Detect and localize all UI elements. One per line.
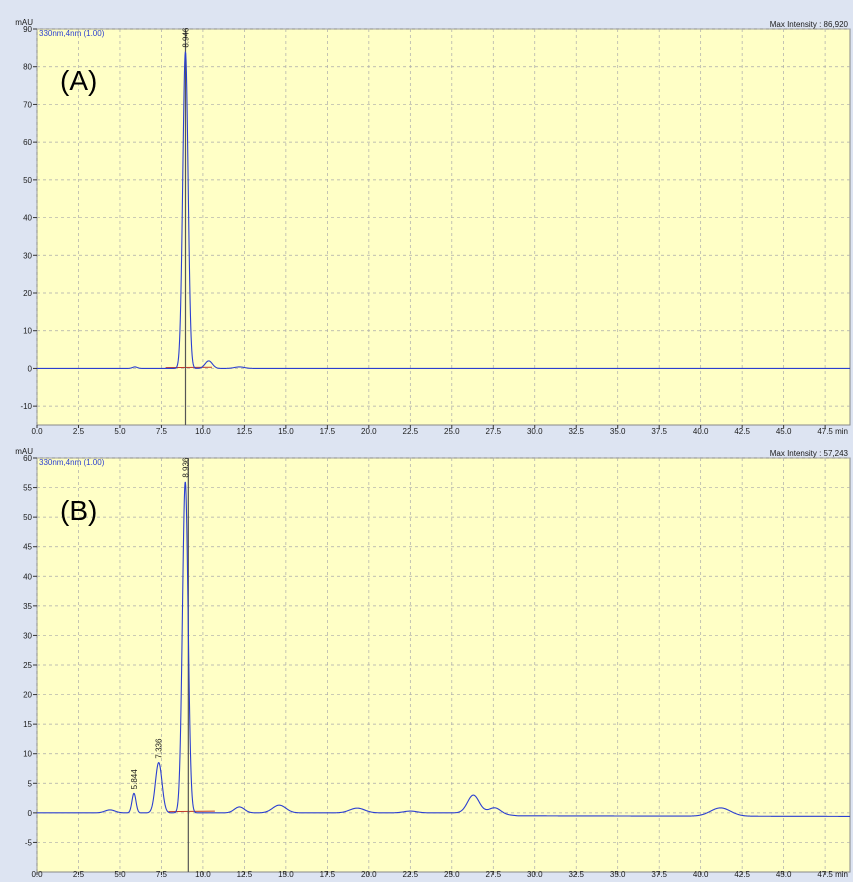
x-tick-label: 15.0 — [278, 870, 294, 877]
y-tick-label: 50 — [23, 176, 32, 185]
x-tick-label: 22.5 — [403, 427, 419, 436]
channel-label: 330nm,4nm (1.00) — [39, 458, 105, 467]
y-tick-label: 60 — [23, 138, 32, 147]
y-tick-label: 0 — [28, 809, 33, 818]
y-tick-label: 45 — [23, 543, 32, 552]
x-tick-label: 45.0 — [776, 870, 792, 877]
y-tick-label: -10 — [20, 402, 32, 411]
y-tick-label: 5 — [28, 779, 33, 788]
x-tick-label: 20.0 — [361, 427, 377, 436]
y-tick-label: 50 — [23, 513, 32, 522]
y-tick-label: 20 — [23, 691, 32, 700]
x-tick-label: 12.5 — [237, 427, 253, 436]
x-tick-label: 27.5 — [485, 427, 501, 436]
peak-label: 5.844 — [130, 769, 139, 790]
x-tick-label: 20.0 — [361, 870, 377, 877]
x-tick-label: 5.0 — [114, 427, 126, 436]
plot-area — [37, 29, 850, 425]
y-tick-label: 20 — [23, 289, 32, 298]
x-tick-label: 32.5 — [568, 427, 584, 436]
x-tick-label: 25.0 — [444, 427, 460, 436]
x-tick-label: 37.5 — [651, 427, 667, 436]
x-axis-label: min — [835, 427, 848, 436]
x-axis-label: min — [835, 870, 848, 877]
y-axis-label: mAU — [15, 18, 33, 27]
y-tick-label: 40 — [23, 572, 32, 581]
y-tick-label: 15 — [23, 720, 32, 729]
x-tick-label: 40.0 — [693, 427, 709, 436]
x-tick-label: 10.0 — [195, 870, 211, 877]
x-tick-label: 30.0 — [527, 427, 543, 436]
y-tick-label: 25 — [23, 661, 32, 670]
x-tick-label: 12.5 — [237, 870, 253, 877]
x-tick-label: 17.5 — [320, 427, 336, 436]
y-tick-label: 30 — [23, 251, 32, 260]
x-tick-label: 47.5 — [817, 427, 833, 436]
x-tick-label: 2.5 — [73, 870, 85, 877]
panel-label: (A) — [60, 65, 97, 96]
x-tick-label: 30.0 — [527, 870, 543, 877]
peak-label: 8.946 — [181, 27, 190, 48]
y-tick-label: 55 — [23, 484, 32, 493]
y-tick-label: 10 — [23, 327, 32, 336]
x-tick-label: 32.5 — [568, 870, 584, 877]
y-tick-label: 30 — [23, 631, 32, 640]
x-tick-label: 40.0 — [693, 870, 709, 877]
x-tick-label: 25.0 — [444, 870, 460, 877]
y-tick-label: 35 — [23, 602, 32, 611]
x-tick-label: 2.5 — [73, 427, 85, 436]
x-tick-label: 5.0 — [114, 870, 126, 877]
max-intensity-label: Max Intensity : 57,243 — [770, 449, 849, 458]
y-tick-label: -5 — [25, 838, 33, 847]
channel-label: 330nm,4nm (1.00) — [39, 29, 105, 38]
max-intensity-label: Max Intensity : 86,920 — [770, 20, 849, 29]
panel-label: (B) — [60, 495, 97, 526]
x-tick-label: 47.5 — [817, 870, 833, 877]
y-tick-label: 0 — [28, 364, 33, 373]
x-tick-label: 0.0 — [31, 427, 43, 436]
x-tick-label: 35.0 — [610, 427, 626, 436]
x-tick-label: 37.5 — [651, 870, 667, 877]
x-tick-label: 17.5 — [320, 870, 336, 877]
x-tick-label: 7.5 — [156, 870, 168, 877]
x-tick-label: 15.0 — [278, 427, 294, 436]
y-tick-label: 70 — [23, 100, 32, 109]
y-tick-label: 40 — [23, 214, 32, 223]
x-tick-label: 10.0 — [195, 427, 211, 436]
y-tick-label: 80 — [23, 63, 32, 72]
peak-label: 7.336 — [155, 738, 164, 759]
x-tick-label: 0.0 — [31, 870, 43, 877]
x-tick-label: 7.5 — [156, 427, 168, 436]
x-tick-label: 35.0 — [610, 870, 626, 877]
x-tick-label: 45.0 — [776, 427, 792, 436]
x-tick-label: 42.5 — [734, 427, 750, 436]
x-tick-label: 27.5 — [485, 870, 501, 877]
x-tick-label: 42.5 — [734, 870, 750, 877]
x-tick-label: 22.5 — [403, 870, 419, 877]
y-tick-label: 10 — [23, 750, 32, 759]
y-axis-label: mAU — [15, 447, 33, 456]
peak-label: 8.936 — [181, 457, 190, 478]
